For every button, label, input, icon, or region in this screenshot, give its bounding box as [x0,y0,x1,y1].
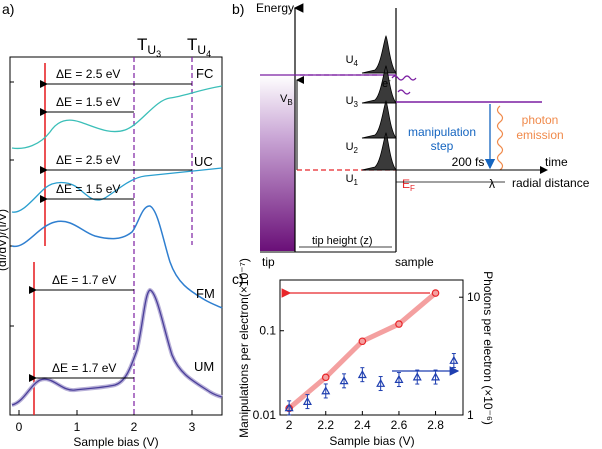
photons-point-8 [431,372,441,381]
gap-label-1: ΔE = 2.5 eV [56,67,120,81]
energy-label: Energy [256,1,294,15]
curve-label-fm: FM [196,286,215,301]
manipulations-point-1 [321,373,330,382]
level-u3: U3 [346,95,359,109]
radial-label: radial distance [512,176,590,190]
tip-block [260,75,295,251]
uc-curve [11,167,223,213]
panel-c-letter: c) [232,271,244,287]
c-xtick-3: 2.6 [391,418,408,432]
fc-curve [11,85,223,150]
tip-label: tip [262,255,275,269]
manipulations-point-3 [395,320,403,328]
vb-label: VB [280,93,293,107]
manip-label-1: manipulation [408,125,476,139]
manipulations-point-2 [358,337,367,346]
time-label: time [545,155,568,169]
photons-point-9 [449,355,459,364]
a-xlabel: Sample bias (V) [73,435,158,449]
gap-label-3: ΔE = 2.5 eV [56,153,120,167]
c-ytick-left-1: 0.1 [259,324,276,338]
fm-curve [11,205,223,309]
photons-point-4 [357,369,367,379]
c-xtick-1: 2.2 [317,418,334,432]
gap-label-5: ΔE = 1.7 eV [52,273,116,287]
c-ylabel-right: Photons per electron (×10⁻⁶) [481,271,495,425]
panel-b: b) Energy tip height (z) tip sample VB E… [232,1,590,269]
peak-u2 [361,100,397,139]
panel-c-tick-labels: 2 2.2 2.4 2.6 2.8 0.01 0.1 1 10 [253,290,481,432]
photons-point-1 [302,396,312,405]
curve-label-fc: FC [196,66,213,81]
um-curve-band [11,287,223,407]
panel-a-xticks [18,410,193,415]
level-u4: U4 [346,54,359,68]
electron-wave-2 [397,89,411,95]
c-ytick-right-0: 1 [467,408,474,422]
photon-wave [496,105,504,171]
c-xtick-2: 2.4 [354,418,371,432]
ef-label: EF [402,177,415,193]
um-curve [11,289,223,406]
photon-label-2: emission [516,128,563,142]
curve-label-uc: UC [194,154,213,169]
photons-point-0 [284,403,294,412]
manip-label-2: step [431,139,454,153]
photons-point-7 [412,372,422,381]
time-fs-label: 200 fs [452,155,485,169]
panel-c-marks [284,289,459,416]
peak-u1 [361,132,397,171]
panel-a-frame [9,56,223,416]
a-xtick-1: 1 [74,420,81,434]
a-ylabel: (dI/dV)/(I/V) [0,209,9,271]
a-xtick-2: 2 [131,420,138,434]
lambda-label: λ [489,177,495,191]
panel-c: c) 2 2.2 2.4 2.6 2.8 0.01 0.1 1 10 Sampl… [232,258,495,448]
gap-label-6: ΔE = 1.7 eV [52,361,116,375]
level-u2: U2 [346,141,359,155]
time-arrowhead [540,166,548,174]
a-xtick-0: 0 [16,420,23,434]
c-xlabel: Sample bias (V) [329,434,414,448]
photons-point-2 [321,386,331,395]
sample-label: sample [395,255,434,269]
c-xtick-4: 2.8 [427,418,444,432]
panel-c-frame [279,279,464,416]
tip-height-label: tip height (z) [312,235,373,247]
tu3-label: TU3 [137,35,161,59]
manipulations-line [286,290,439,411]
panel-a-letter: a) [2,1,14,17]
c-xtick-0: 2 [286,418,293,432]
c-ytick-right-1: 10 [467,290,481,304]
level-u1: U1 [346,173,359,187]
c-ytick-left-0: 0.01 [253,408,277,422]
manipulations-point-4 [431,289,440,297]
panel-a: a) TU3 TU4 0 1 2 3 Sample bias (V) (dI/d… [0,1,223,449]
peak-u3 [361,65,397,104]
curve-label-um: UM [194,359,214,374]
photons-point-5 [376,378,386,387]
gap-label-2: ΔE = 1.5 eV [56,95,120,109]
photons-point-3 [339,376,349,385]
electron-wave [391,75,417,81]
electron-label: e- [382,76,391,90]
c-ylabel-left: Manipulations per electron(×10⁻⁷) [237,258,251,438]
panel-a-yticks [10,81,14,327]
panel-b-letter: b) [232,1,244,17]
peak-u4 [361,35,397,74]
tu4-label: TU4 [187,35,211,59]
gap-label-4: ΔE = 1.5 eV [56,182,120,196]
photon-label-1: photon [522,113,559,127]
photons-point-6 [394,374,404,383]
a-xtick-3: 3 [189,420,196,434]
